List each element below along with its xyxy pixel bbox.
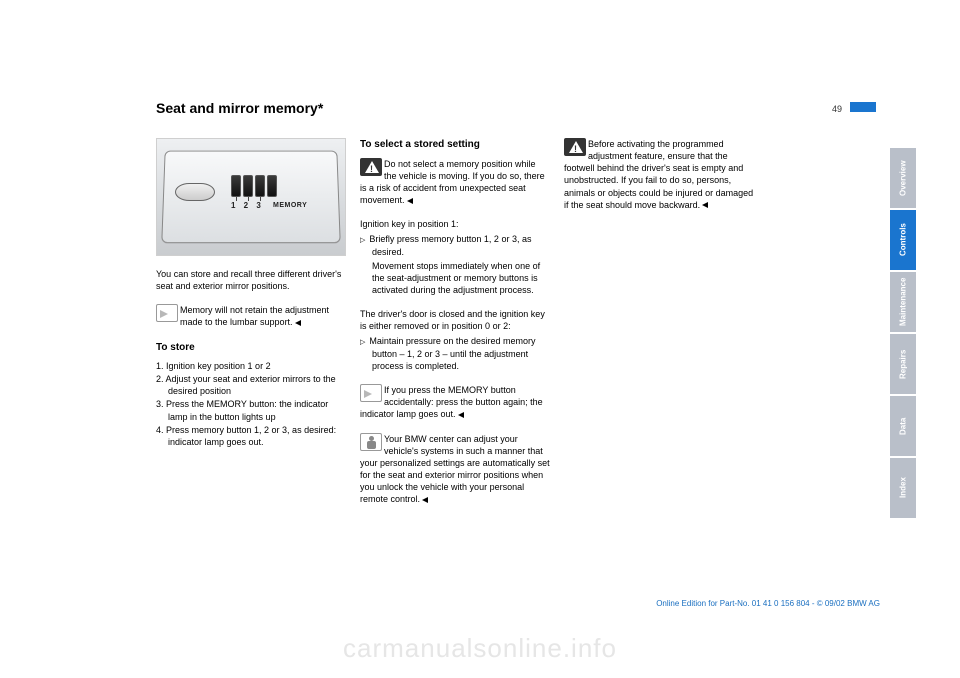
end-marker-icon <box>702 202 708 208</box>
step-item: 4. Press memory button 1, 2 or 3, as des… <box>156 424 346 448</box>
watermark: carmanualsonline.info <box>0 633 960 664</box>
note-icon <box>360 384 382 402</box>
step-item: 1. Ignition key position 1 or 2 <box>156 360 346 372</box>
door-closed-label: The driver's door is closed and the igni… <box>360 308 550 332</box>
title-row: Seat and mirror memory* 49 <box>156 100 876 124</box>
footer-edition: Online Edition for Part-No. 01 41 0 156 … <box>656 599 880 608</box>
subhead-select: To select a stored setting <box>360 138 550 152</box>
column-2: To select a stored setting Do not select… <box>360 138 550 517</box>
person-icon <box>360 433 382 451</box>
note-bmw-center: Your BMW center can adjust your vehicle'… <box>360 433 550 506</box>
warning-text: Before activating the programmed adjustm… <box>564 139 753 210</box>
note-lumbar: Memory will not retain the adjustment ma… <box>156 304 346 328</box>
door-closed-bullet: Maintain pressure on the desired memory … <box>360 335 550 372</box>
memory-button <box>267 175 277 197</box>
memory-button-group <box>231 175 277 197</box>
tab-repairs[interactable]: Repairs <box>890 334 916 394</box>
seat-adjust-control <box>175 183 215 201</box>
seat-memory-figure: 1 2 3 MEMORY <box>156 138 346 256</box>
title-accent-bar <box>850 102 876 112</box>
tab-overview[interactable]: Overview <box>890 148 916 208</box>
warning-text: Do not select a memory position while th… <box>360 159 545 205</box>
subhead-to-store: To store <box>156 341 346 355</box>
note-accidental: If you press the MEMORY button accidenta… <box>360 384 550 420</box>
tab-label: Controls <box>899 224 908 257</box>
tab-label: Repairs <box>899 349 908 378</box>
page-title: Seat and mirror memory* <box>156 100 876 116</box>
warning-icon <box>360 158 382 176</box>
end-marker-icon <box>407 198 413 204</box>
column-3: Before activating the programmed adjustm… <box>564 138 754 517</box>
step-item: 2. Adjust your seat and exterior mirrors… <box>156 373 346 397</box>
memory-button <box>255 175 265 197</box>
memory-button <box>243 175 253 197</box>
side-tabs: Overview Controls Maintenance Repairs Da… <box>890 148 916 520</box>
ignition-1-block: Ignition key in position 1: Briefly pres… <box>360 218 550 296</box>
memory-button-numbers: 1 2 3 <box>231 201 264 212</box>
tab-label: Maintenance <box>899 278 908 326</box>
warning-footwell: Before activating the programmed adjustm… <box>564 138 754 211</box>
ignition-1-sub: Movement stops immediately when one of t… <box>360 260 550 296</box>
warning-moving: Do not select a memory position while th… <box>360 158 550 207</box>
tab-maintenance[interactable]: Maintenance <box>890 272 916 332</box>
store-steps-list: 1. Ignition key position 1 or 2 2. Adjus… <box>156 360 346 448</box>
tab-data[interactable]: Data <box>890 396 916 456</box>
note-text: Memory will not retain the adjustment ma… <box>180 305 329 327</box>
warning-icon <box>564 138 586 156</box>
content-columns: 1 2 3 MEMORY You can store and recall th… <box>156 138 876 517</box>
ignition-1-bullet: Briefly press memory button 1, 2 or 3, a… <box>360 233 550 258</box>
manual-page: Seat and mirror memory* 49 1 2 3 MEMORY <box>156 100 876 620</box>
tab-label: Overview <box>899 160 908 196</box>
ignition-1-label: Ignition key in position 1: <box>360 218 550 230</box>
note-icon <box>156 304 178 322</box>
note-text: If you press the MEMORY button accidenta… <box>360 385 543 419</box>
step-item: 3. Press the MEMORY button: the indicato… <box>156 398 346 422</box>
note-text: Your BMW center can adjust your vehicle'… <box>360 434 550 505</box>
end-marker-icon <box>422 497 428 503</box>
intro-paragraph: You can store and recall three different… <box>156 268 346 292</box>
memory-button <box>231 175 241 197</box>
page-number: 49 <box>832 104 842 114</box>
tab-label: Index <box>899 478 908 499</box>
end-marker-icon <box>458 412 464 418</box>
column-1: 1 2 3 MEMORY You can store and recall th… <box>156 138 346 517</box>
tab-index[interactable]: Index <box>890 458 916 518</box>
door-closed-block: The driver's door is closed and the igni… <box>360 308 550 372</box>
end-marker-icon <box>295 320 301 326</box>
tab-controls[interactable]: Controls <box>890 210 916 270</box>
tab-label: Data <box>899 417 908 434</box>
memory-label: MEMORY <box>273 201 307 210</box>
